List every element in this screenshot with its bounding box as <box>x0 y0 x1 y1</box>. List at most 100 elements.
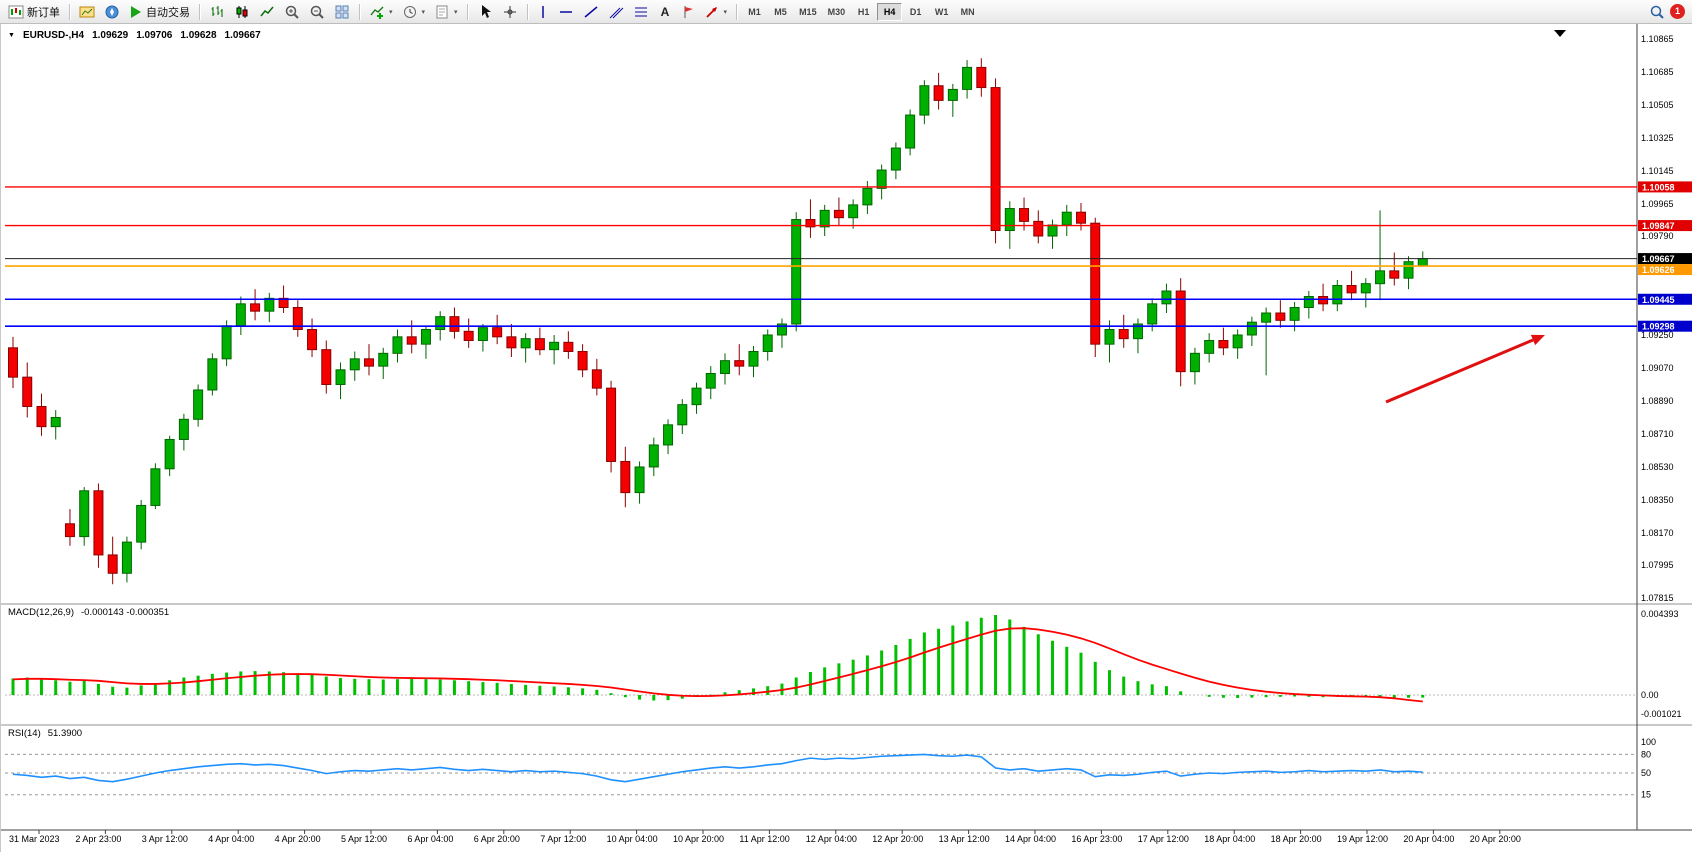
candle <box>1389 270 1400 279</box>
trendline-button[interactable] <box>579 2 603 22</box>
channel-button[interactable] <box>604 2 628 22</box>
notification-badge[interactable]: 1 <box>1670 4 1685 19</box>
price-badge-label: 1.09445 <box>1642 295 1675 305</box>
new-order-button-label: 新订单 <box>27 6 60 19</box>
text-button[interactable]: A <box>654 2 676 22</box>
candle <box>435 316 446 330</box>
zoom-out-button[interactable] <box>305 2 329 22</box>
candle <box>1175 290 1186 373</box>
candle <box>720 360 730 374</box>
dropdown-caret-icon: ▾ <box>421 8 426 16</box>
dropdown-caret-icon: ▾ <box>389 8 393 16</box>
candle <box>691 387 702 406</box>
candle <box>1004 208 1015 232</box>
periods-button[interactable]: ▾ <box>398 2 430 22</box>
play-icon <box>129 4 143 20</box>
line-chart-button[interactable] <box>255 2 279 22</box>
arrows-button[interactable]: ▾ <box>700 2 732 22</box>
svg-text:1.09965: 1.09965 <box>1641 199 1674 209</box>
price-badge <box>1638 181 1692 193</box>
fibonacci-button[interactable] <box>629 2 653 22</box>
candle <box>22 376 33 407</box>
timeframe-W1[interactable]: W1 <box>929 3 954 21</box>
vline-icon <box>537 4 549 20</box>
template-icon <box>434 4 450 20</box>
timeframe-D1[interactable]: D1 <box>903 3 928 21</box>
svg-text:1.10685: 1.10685 <box>1641 67 1674 77</box>
candle <box>805 219 816 228</box>
toolbar: 新订单 自动交易 ▾ ▾ ▾ A ▾ M1 M5 M15 M30 H1 H4 D1 W1 MN 1 <box>0 0 1692 24</box>
svg-text:0.004393: 0.004393 <box>1641 609 1679 619</box>
candle <box>919 85 930 116</box>
candlesticks <box>8 58 1428 585</box>
bar-chart-button[interactable] <box>205 2 229 22</box>
annotation-arrow[interactable] <box>1385 338 1534 404</box>
time-axis-label: 5 Apr 12:00 <box>341 834 387 844</box>
time-axis-label: 12 Apr 20:00 <box>872 834 923 844</box>
rsi-indicator-label: RSI(14) 51.3900 <box>8 728 82 739</box>
svg-text:1.08350: 1.08350 <box>1641 495 1674 505</box>
price-badge-label: 1.10058 <box>1642 182 1675 192</box>
candle <box>50 416 61 428</box>
candle <box>833 209 844 219</box>
indicators-icon <box>369 4 385 20</box>
search-button[interactable] <box>1645 2 1669 22</box>
vertical-line-button[interactable] <box>533 2 553 22</box>
autotrading-button[interactable]: 自动交易 <box>125 2 194 22</box>
svg-text:1.10865: 1.10865 <box>1641 34 1674 44</box>
timeframe-M1[interactable]: M1 <box>742 3 767 21</box>
candle <box>1232 334 1243 349</box>
close-value: 1.09667 <box>224 30 261 41</box>
text-icon: A <box>658 4 672 20</box>
candle <box>1218 339 1229 349</box>
candle <box>307 328 318 351</box>
cursor-button[interactable] <box>473 2 497 22</box>
candle <box>848 204 859 219</box>
price-axis: 1.10865 1.10685 1.10505 1.10325 1.10145 1.099… <box>9 34 1682 844</box>
timeframe-M30[interactable]: M30 <box>823 3 851 21</box>
timeframe-M5[interactable]: M5 <box>768 3 793 21</box>
crosshair-button[interactable] <box>498 2 522 22</box>
candle <box>933 85 944 101</box>
tile-windows-button[interactable] <box>330 2 354 22</box>
candle <box>1047 224 1058 237</box>
candlestick-chart-button[interactable] <box>230 2 254 22</box>
svg-text:1.10505: 1.10505 <box>1641 100 1674 110</box>
candle <box>1303 296 1314 309</box>
chart-shift-marker-icon[interactable] <box>1554 30 1566 37</box>
text-label-button[interactable] <box>677 2 699 22</box>
symbol-marker-icon[interactable]: ▼ <box>8 31 15 39</box>
tile-icon <box>334 4 350 20</box>
toolbar-separator <box>199 3 200 20</box>
timeframe-H4[interactable]: H4 <box>877 2 903 21</box>
time-axis-label: 10 Apr 04:00 <box>607 834 658 844</box>
candle <box>292 307 303 330</box>
new-order-button[interactable]: 新订单 <box>4 2 64 22</box>
candle <box>193 389 204 420</box>
candle <box>420 328 431 345</box>
svg-text:-0.001021: -0.001021 <box>1641 709 1682 719</box>
candle <box>905 114 916 149</box>
navigator-button[interactable] <box>100 2 124 22</box>
candle <box>406 336 417 345</box>
time-axis-label: 11 Apr 12:00 <box>739 834 789 844</box>
candle <box>1261 312 1272 323</box>
candle <box>93 490 104 556</box>
timeframe-M15[interactable]: M15 <box>794 3 822 21</box>
horizontal-line-button[interactable] <box>554 2 578 22</box>
indicators-button[interactable]: ▾ <box>365 2 397 22</box>
candle <box>734 360 745 367</box>
time-axis-label: 20 Apr 20:00 <box>1470 834 1521 844</box>
candle <box>890 147 901 171</box>
zoom-in-button[interactable] <box>280 2 304 22</box>
candle <box>876 169 887 189</box>
timeframe-H1[interactable]: H1 <box>851 3 876 21</box>
svg-text:1.08170: 1.08170 <box>1641 528 1674 538</box>
templates-button[interactable]: ▾ <box>430 2 462 22</box>
candle <box>79 490 90 538</box>
candle <box>1161 290 1172 305</box>
toolbar-separator <box>526 3 528 20</box>
market-watch-button[interactable] <box>75 2 99 22</box>
svg-text:0.00: 0.00 <box>1641 690 1659 700</box>
timeframe-MN[interactable]: MN <box>955 3 980 21</box>
